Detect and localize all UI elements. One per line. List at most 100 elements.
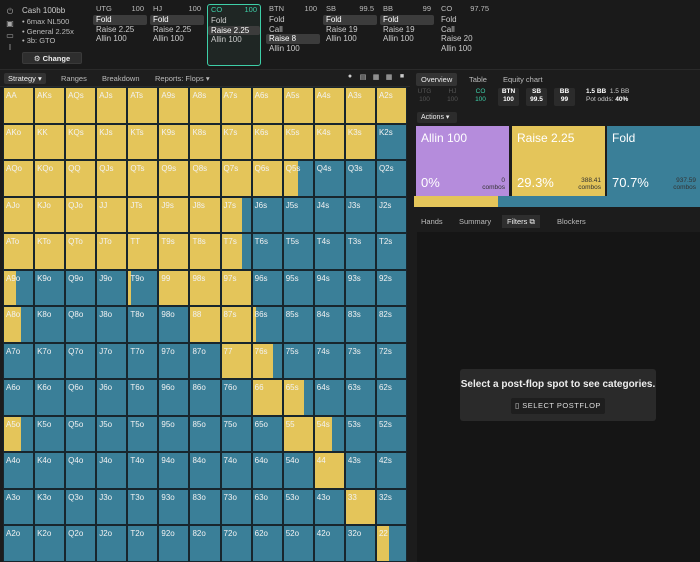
gamepad-icon[interactable]: ▭: [6, 31, 14, 40]
hand-cell[interactable]: 54o: [282, 452, 314, 489]
hand-cell[interactable]: QTo: [65, 233, 97, 270]
hand-cell[interactable]: K7o: [34, 342, 66, 380]
hand-cell[interactable]: Q9s: [158, 160, 190, 197]
hand-cell[interactable]: Q7s: [220, 160, 252, 197]
select-postflop-button[interactable]: ▯ SELECT POSTFLOP: [511, 398, 605, 414]
position-action[interactable]: Allin 100: [153, 34, 184, 43]
position-co[interactable]: CO 97.75 Fold Call Raise 20 Allin 100: [438, 4, 492, 66]
hand-cell[interactable]: 42o: [313, 525, 345, 562]
hand-cell[interactable]: 62s: [375, 379, 408, 416]
stack-pos-utg[interactable]: UTG 100: [414, 88, 435, 106]
hand-cell[interactable]: 65o: [251, 415, 283, 453]
position-action[interactable]: Fold: [269, 15, 285, 24]
layout-icon[interactable]: ▤: [359, 74, 367, 81]
hand-cell[interactable]: K3s: [344, 123, 376, 161]
hand-cell[interactable]: K8o: [34, 306, 66, 343]
hand-cell[interactable]: JJ: [96, 196, 128, 234]
hand-cell[interactable]: Q5o: [65, 415, 97, 453]
hand-cell[interactable]: A4s: [313, 87, 345, 124]
hand-cell[interactable]: J8o: [96, 306, 128, 343]
hand-cell[interactable]: 99: [158, 269, 190, 307]
hand-cell[interactable]: 97s: [220, 269, 252, 307]
hand-cell[interactable]: T3s: [344, 233, 376, 270]
hand-cell[interactable]: 87o: [189, 342, 221, 380]
hand-cell[interactable]: K8s: [189, 123, 221, 161]
hand-cell[interactable]: A4o: [3, 452, 35, 489]
grid-large-icon[interactable]: ▦: [385, 74, 393, 81]
hand-cell[interactable]: T5s: [282, 233, 314, 270]
hand-cell[interactable]: J6o: [96, 379, 128, 416]
position-action[interactable]: Raise 2.25: [96, 24, 135, 34]
position-action[interactable]: Allin 100: [269, 43, 300, 53]
hand-cell[interactable]: Q8o: [65, 306, 97, 343]
hand-cell[interactable]: AKs: [34, 87, 66, 124]
hand-cell[interactable]: J7o: [96, 342, 128, 380]
hand-cell[interactable]: J3s: [344, 196, 376, 234]
hand-cell[interactable]: 83s: [344, 306, 376, 343]
hand-cell[interactable]: T3o: [127, 488, 159, 526]
hand-cell[interactable]: A3o: [3, 488, 35, 526]
stack-pos-bb[interactable]: BB 99: [554, 88, 575, 106]
hand-cell[interactable]: A9s: [158, 87, 190, 124]
position-btn[interactable]: BTN 100 Fold Call Raise 8 Allin 100: [266, 4, 320, 66]
grid-small-icon[interactable]: ▦: [372, 74, 380, 81]
position-action[interactable]: Allin 100: [326, 34, 357, 43]
position-sb[interactable]: SB 99.5 Fold Raise 19 Allin 100: [323, 4, 377, 66]
power-icon[interactable]: ⏻: [6, 7, 14, 16]
text-cursor-icon[interactable]: I: [8, 43, 12, 52]
hand-cell[interactable]: A7s: [220, 87, 252, 124]
hand-cell[interactable]: 54s: [313, 415, 345, 453]
hand-cell[interactable]: Q8s: [189, 160, 221, 197]
hand-cell[interactable]: A5s: [282, 87, 314, 124]
hand-cell[interactable]: A8o: [3, 306, 35, 343]
hand-cell[interactable]: 76s: [251, 342, 283, 380]
hand-cell[interactable]: 88: [189, 306, 221, 343]
hand-cell[interactable]: T5o: [127, 415, 159, 453]
hand-cell[interactable]: ATo: [3, 233, 35, 270]
tab-ranges[interactable]: Ranges: [61, 74, 87, 83]
hand-cell[interactable]: J3o: [96, 488, 128, 526]
hand-cell[interactable]: 22: [375, 525, 408, 562]
action-box[interactable]: Fold 70.7% 937.59 combos: [607, 126, 700, 196]
hand-cell[interactable]: K9o: [34, 269, 66, 307]
hand-cell[interactable]: 82o: [189, 525, 221, 562]
hand-cell[interactable]: KJs: [96, 123, 128, 161]
tab-summary[interactable]: Summary: [459, 217, 492, 226]
hand-cell[interactable]: 96s: [251, 269, 283, 307]
hand-cell[interactable]: T6s: [251, 233, 283, 270]
position-action[interactable]: Allin 100: [441, 43, 472, 53]
hand-cell[interactable]: J5o: [96, 415, 128, 453]
position-action[interactable]: Fold: [211, 16, 227, 25]
hand-cell[interactable]: T4s: [313, 233, 345, 270]
hand-cell[interactable]: K6s: [251, 123, 283, 161]
hand-cell[interactable]: Q6s: [251, 160, 283, 197]
hand-cell[interactable]: T2s: [375, 233, 408, 270]
hand-cell[interactable]: Q9o: [65, 269, 97, 307]
hand-cell[interactable]: JTo: [96, 233, 128, 270]
hand-cell[interactable]: J9o: [96, 269, 128, 307]
hand-cell[interactable]: 55: [282, 415, 314, 453]
hand-cell[interactable]: 73o: [220, 488, 252, 526]
hand-cell[interactable]: 92s: [375, 269, 408, 307]
hand-cell[interactable]: 75o: [220, 415, 252, 453]
hand-cell[interactable]: T9o: [127, 269, 159, 307]
hand-cell[interactable]: KJo: [34, 196, 66, 234]
hand-cell[interactable]: AJo: [3, 196, 35, 234]
hand-cell[interactable]: TT: [127, 233, 159, 270]
hand-cell[interactable]: KQo: [34, 160, 66, 197]
position-action[interactable]: Call: [269, 24, 283, 34]
position-bb[interactable]: BB 99 Fold Raise 19 Allin 100: [380, 4, 434, 66]
hand-cell[interactable]: K5o: [34, 415, 66, 453]
hand-cell[interactable]: Q4s: [313, 160, 345, 197]
hand-cell[interactable]: 64s: [313, 379, 345, 416]
hand-cell[interactable]: 84s: [313, 306, 345, 343]
tab-hands[interactable]: Hands: [421, 217, 443, 226]
actions-dropdown[interactable]: Actions ▾: [417, 112, 457, 123]
hand-cell[interactable]: 77: [220, 342, 252, 380]
hand-cell[interactable]: K3o: [34, 488, 66, 526]
reports-dropdown[interactable]: Reports: Flops ▾: [155, 74, 210, 83]
position-action[interactable]: Raise 19: [326, 24, 358, 34]
hand-cell[interactable]: 52s: [375, 415, 408, 453]
position-action[interactable]: Raise 2.25: [208, 25, 260, 35]
hand-cell[interactable]: QJo: [65, 196, 97, 234]
